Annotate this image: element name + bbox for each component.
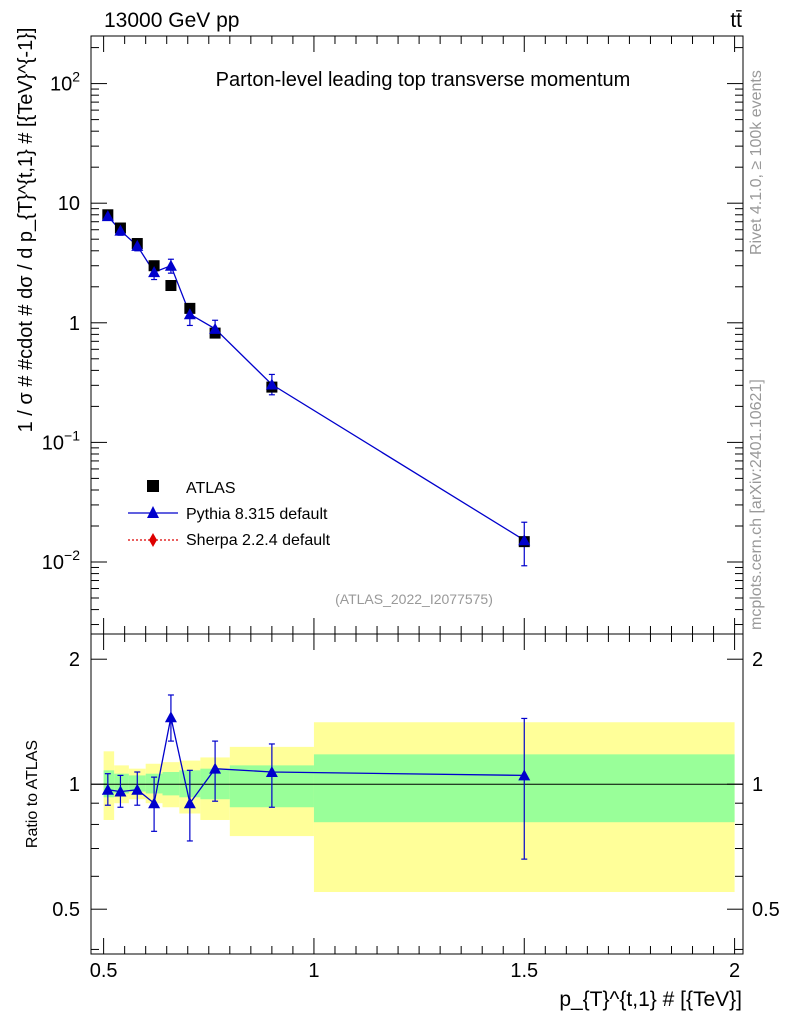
ratio-y-tick-label-right: 2 (752, 649, 763, 671)
ratio-y-tick-label-left: 1 (69, 774, 80, 796)
pythia-point (183, 308, 196, 320)
ratio-pythia-point (131, 783, 144, 795)
atlas-data-points (102, 209, 530, 548)
pythia-point (148, 266, 161, 278)
ratio-pythia-error-bars (104, 694, 528, 860)
main-y-tick-label: 1 (69, 313, 80, 335)
rivet-label: Rivet 4.1.0, ≥ 100k events (748, 70, 765, 255)
legend-sherpa-marker (149, 533, 157, 547)
ratio-pythia-point (164, 711, 177, 723)
main-plot-panel: 10−2 10−1 1 10 102 Parton-level leading top … (15, 28, 744, 635)
atlas-point (165, 280, 177, 292)
ratio-pythia-point (518, 769, 531, 781)
ratio-band-inner (162, 771, 180, 796)
main-y-tick-label: 10−1 (42, 427, 80, 454)
ratio-axis-ticks (91, 634, 743, 954)
ratio-pythia-point (114, 785, 127, 797)
legend-atlas-marker (147, 480, 159, 492)
main-y-tick-label: 102 (50, 69, 80, 96)
pythia-point (131, 239, 144, 251)
energy-label: 13000 GeV pp (104, 9, 239, 32)
ratio-uncertainty-bands (103, 722, 735, 893)
legend-pythia-marker (147, 506, 159, 518)
ratio-y-tick-label-right: 1 (752, 774, 763, 796)
legend-pythia-label: Pythia 8.315 default (186, 506, 328, 523)
ratio-y-axis-label: Ratio to ATLAS (24, 740, 41, 848)
ratio-plot-panel: 0.5 0.5 1 1 2 2 0.5 1 1.5 2 Ratio to ATLAS p_{T}… (24, 633, 780, 1011)
main-y-axis-label: 1 / σ # #cdot # dσ / d p_{T}^{t,1} # [{T… (15, 28, 37, 433)
x-axis-label: p_{T}^{t,1} # [{TeV}] (559, 988, 742, 1011)
legend-atlas-label: ATLAS (186, 480, 236, 497)
main-y-tick-label: 10 (58, 193, 80, 215)
ratio-pythia-point (265, 765, 278, 777)
ratio-y-tick-label-left: 0.5 (52, 899, 80, 921)
analysis-label: (ATLAS_2022_I2077575) (335, 591, 493, 607)
ratio-pythia-point (209, 762, 222, 774)
ratio-pythia-points (101, 711, 531, 809)
pythia-point (518, 534, 531, 546)
ratio-y-tick-label-left: 2 (69, 649, 80, 671)
main-axis-ticks (91, 36, 743, 634)
x-tick-label: 1 (308, 960, 319, 982)
chart-title: Parton-level leading top transverse mome… (216, 69, 631, 91)
x-tick-label: 1.5 (510, 960, 538, 982)
pythia-point (101, 210, 114, 222)
pythia-point (209, 322, 222, 334)
x-tick-label: 0.5 (90, 960, 118, 982)
ratio-pythia-point (101, 783, 114, 795)
ratio-band-inner (114, 773, 129, 794)
x-tick-label: 2 (729, 960, 740, 982)
site-label: mcplots.cern.ch [arXiv:2401.10621] (748, 379, 765, 630)
ratio-y-tick-label-right: 0.5 (752, 899, 780, 921)
pythia-data-points (101, 210, 531, 546)
pythia-point (114, 224, 127, 236)
main-y-tick-labels: 10−2 10−1 1 10 102 (42, 69, 80, 574)
ratio-pythia-point (148, 797, 161, 809)
pythia-point (164, 259, 177, 271)
x-tick-labels: 0.5 1 1.5 2 (90, 960, 740, 982)
ratio-pythia-point (183, 797, 196, 809)
legend: ATLAS Pythia 8.315 default Sherpa 2.2.4 … (128, 480, 331, 549)
legend-sherpa-label: Sherpa 2.2.4 default (186, 532, 331, 549)
ratio-y-tick-labels: 0.5 0.5 1 1 2 2 (52, 649, 780, 921)
process-label: tt̄ (730, 9, 742, 32)
main-y-tick-label: 10−2 (42, 547, 80, 574)
pythia-point (265, 378, 278, 390)
atlas-point (148, 260, 160, 272)
ratio-plot-frame (90, 633, 744, 955)
